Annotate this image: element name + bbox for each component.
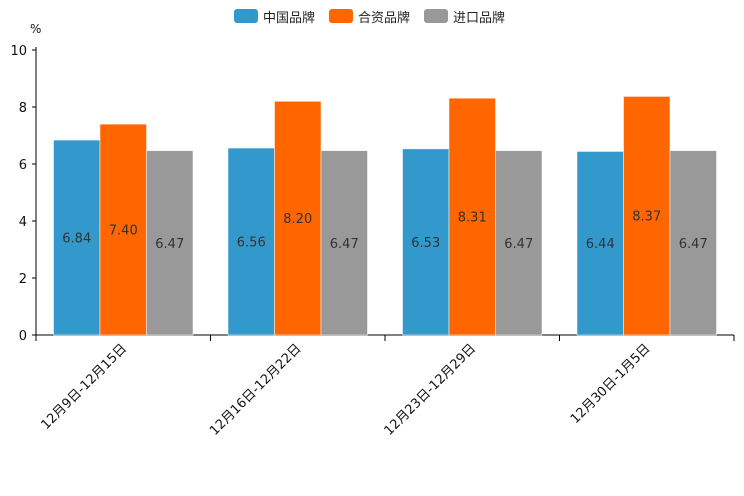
bar-1-2[interactable]	[320, 150, 368, 336]
legend-label-joint-venture-brand: 合资品牌	[358, 10, 411, 26]
bar-3-1[interactable]	[623, 96, 671, 336]
data-label-1-1: 8.20	[283, 212, 312, 227]
bar-3-0[interactable]	[576, 151, 624, 336]
legend-swatch-china-brand	[234, 9, 258, 23]
data-label-0-2: 6.47	[155, 237, 184, 252]
bar-0-0[interactable]	[53, 139, 101, 336]
x-category-label-3: 12月30日-1月5日	[568, 341, 654, 427]
data-label-2-0: 6.53	[411, 236, 440, 251]
bar-1-1[interactable]	[274, 101, 322, 336]
bar-2-1[interactable]	[448, 97, 496, 336]
bar-0-1[interactable]	[99, 123, 147, 336]
bar-2-0[interactable]	[402, 148, 450, 336]
y-axis-unit-label: %	[30, 22, 41, 36]
data-label-0-0: 6.84	[62, 232, 91, 247]
legend-label-china-brand: 中国品牌	[263, 10, 316, 26]
data-label-0-1: 7.40	[109, 224, 138, 239]
data-label-1-0: 6.56	[237, 236, 266, 251]
bar-0-2[interactable]	[146, 150, 194, 336]
x-category-label-2: 12月23日-12月29日	[382, 341, 479, 438]
legend-item-imported-brand[interactable]: 进口品牌	[424, 6, 505, 26]
legend-label-imported-brand: 进口品牌	[453, 10, 506, 26]
data-label-3-1: 8.37	[632, 210, 661, 225]
legend: 中国品牌 合资品牌 进口品牌	[0, 6, 744, 28]
legend-item-china-brand[interactable]: 中国品牌	[234, 6, 315, 26]
data-label-2-2: 6.47	[504, 237, 533, 252]
data-label-1-2: 6.47	[330, 237, 359, 252]
bar-2-2[interactable]	[495, 150, 543, 336]
bars	[53, 96, 717, 336]
y-tick-label: 8	[19, 101, 27, 116]
legend-swatch-imported-brand	[424, 9, 448, 23]
y-tick-label: 10	[10, 44, 27, 59]
data-label-2-1: 8.31	[458, 211, 487, 226]
legend-swatch-joint-venture-brand	[329, 9, 353, 23]
bar-3-2[interactable]	[669, 150, 717, 336]
legend-item-joint-venture-brand[interactable]: 合资品牌	[329, 6, 410, 26]
y-tick-label: 4	[19, 215, 27, 230]
y-tick-label: 0	[19, 329, 27, 344]
y-tick-label: 2	[19, 272, 27, 287]
bar-1-0[interactable]	[227, 147, 275, 336]
data-label-3-2: 6.47	[679, 237, 708, 252]
data-label-3-0: 6.44	[586, 237, 615, 252]
x-category-label-0: 12月9日-12月15日	[38, 341, 130, 433]
x-category-label-1: 12月16日-12月22日	[207, 341, 304, 438]
y-tick-label: 6	[19, 158, 27, 173]
data-labels: 6.84 7.40 6.47 6.56 8.20 6.47 6.53 8.31 6.47 6.44…	[62, 210, 707, 253]
